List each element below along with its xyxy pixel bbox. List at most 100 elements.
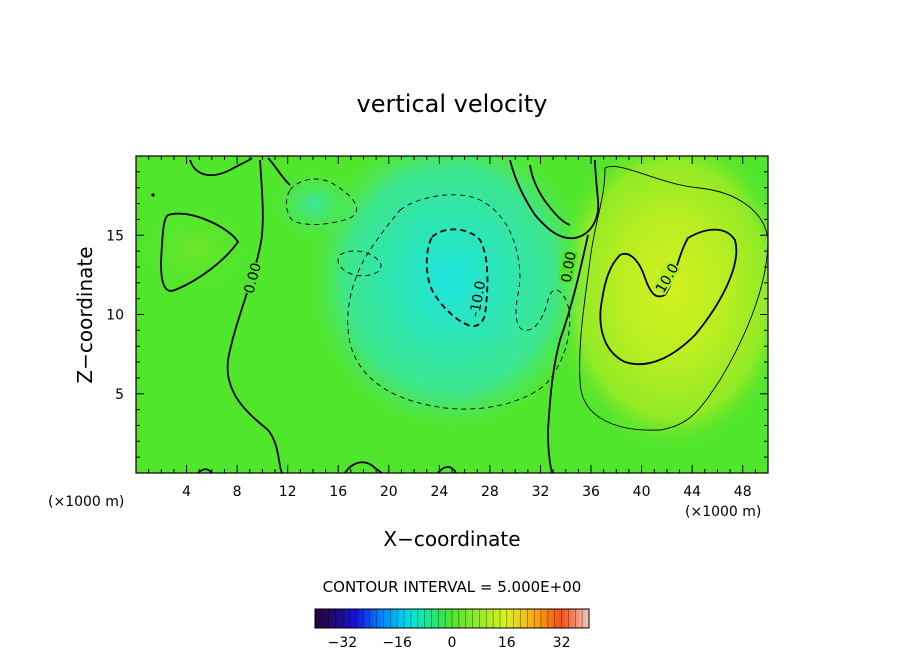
colorbar <box>314 608 590 629</box>
colorbar-swatch <box>520 609 525 628</box>
x-tick-label: 36 <box>582 484 600 500</box>
colorbar-swatch <box>489 609 494 628</box>
colorbar-swatch <box>575 609 580 628</box>
colorbar-swatch <box>400 609 405 628</box>
colorbar-tick-label: 16 <box>498 635 516 651</box>
colorbar-swatch <box>383 609 388 628</box>
colorbar-swatch <box>366 609 371 628</box>
colorbar-swatch <box>328 609 333 628</box>
contour-label: -10.0 <box>467 280 489 318</box>
colorbar-swatch <box>561 609 566 628</box>
colorbar-swatch <box>565 609 569 628</box>
colorbar-ticks: −32 −16 0 16 32 <box>328 635 571 651</box>
x-tick-label: 28 <box>481 484 499 500</box>
x-unit-right: (×1000 m) <box>685 504 761 520</box>
colorbar-swatch <box>506 609 511 628</box>
contour-zero-left <box>160 212 240 292</box>
contour-minus-five <box>347 194 571 410</box>
colorbar-swatch <box>523 609 528 628</box>
colorbar-swatch <box>582 609 586 628</box>
y-axis-label: Z−coordinate <box>73 246 97 383</box>
colorbar-swatch <box>380 609 384 628</box>
colorbar-swatch <box>517 609 521 628</box>
y-tick-label: 10 <box>106 308 124 324</box>
colorbar-swatch <box>410 609 415 628</box>
colorbar-swatch <box>513 609 518 628</box>
colorbar-swatch <box>434 609 439 628</box>
colorbar-swatch <box>315 609 319 628</box>
colorbar-swatch <box>445 609 449 628</box>
colorbar-tick-label: 32 <box>553 635 571 651</box>
contour-zero-top-mid <box>267 157 291 186</box>
colorbar-swatch <box>397 609 402 628</box>
colorbar-swatch <box>431 609 436 628</box>
colorbar-swatch <box>496 609 501 628</box>
colorbar-swatch <box>325 609 330 628</box>
colorbar-swatch <box>386 609 391 628</box>
colorbar-swatch <box>373 609 378 628</box>
contour-speck <box>151 193 155 197</box>
colorbar-swatch <box>441 609 446 628</box>
contour-zero-top-left <box>189 157 253 177</box>
colorbar-swatch <box>475 609 480 628</box>
colorbar-tick-label: −32 <box>328 635 358 651</box>
colorbar-swatch <box>338 609 343 628</box>
colorbar-tick-label: −16 <box>382 635 412 651</box>
colorbar-swatch <box>558 609 562 628</box>
colorbar-swatch <box>352 609 357 628</box>
contour-zero-top-east <box>509 159 600 240</box>
colorbar-swatch <box>335 609 340 628</box>
colorbar-swatch <box>407 609 412 628</box>
contour-zero-east <box>547 234 589 473</box>
colorbar-swatch <box>554 609 559 628</box>
colorbar-swatch <box>417 609 422 628</box>
x-tick-label: 44 <box>683 484 701 500</box>
contour-five-positive <box>579 166 768 431</box>
colorbar-swatch <box>537 609 542 628</box>
contour-minus-ten <box>425 228 489 328</box>
contour-label: 0.00 <box>241 261 265 295</box>
x-tick-label: 8 <box>233 484 242 500</box>
x-tick-label: 20 <box>380 484 398 500</box>
colorbar-swatch <box>332 609 336 628</box>
colorbar-swatch <box>452 609 456 628</box>
contour-label-bg <box>240 260 264 296</box>
y-tick-label: 5 <box>115 387 124 403</box>
colorbar-swatch <box>342 609 347 628</box>
colorbar-swatch <box>404 609 408 628</box>
colorbar-swatch <box>571 609 576 628</box>
colorbar-swatch <box>541 609 545 628</box>
colorbar-swatch <box>465 609 470 628</box>
colorbar-tick-label: 0 <box>448 635 457 651</box>
colorbar-swatch <box>551 609 556 628</box>
colorbar-swatch <box>349 609 354 628</box>
contours <box>160 157 768 473</box>
colorbar-swatch <box>345 609 350 628</box>
colorbar-swatch <box>318 609 323 628</box>
colorbar-swatch <box>359 609 364 628</box>
x-tick-label: 40 <box>633 484 651 500</box>
colorbar-swatch <box>479 609 484 628</box>
contour-zero-top-east-2 <box>529 164 571 226</box>
x-tick-label: 16 <box>329 484 347 500</box>
colorbar-swatch <box>482 609 487 628</box>
colorbar-swatch <box>376 609 381 628</box>
chart-title: vertical velocity <box>357 90 548 118</box>
colorbar-swatch <box>448 609 453 628</box>
colorbar-swatch <box>530 609 535 628</box>
y-axis: 5 10 15 <box>106 171 768 458</box>
contour-labels: 0.00-10.00.00 10.0 <box>151 193 682 318</box>
colorbar-swatch <box>428 609 432 628</box>
colorbar-swatch <box>390 609 395 628</box>
contour-label: 0.00 <box>559 250 580 283</box>
colorbar-swatch <box>458 609 463 628</box>
colorbar-swatch <box>534 609 539 628</box>
colorbar-frame <box>314 608 590 629</box>
y-tick-label: 15 <box>106 228 124 244</box>
downdraft-small-shading <box>270 170 360 240</box>
colorbar-swatch <box>547 609 552 628</box>
colorbar-swatch <box>472 609 477 628</box>
colorbar-swatch <box>585 609 590 628</box>
contour-label-bg <box>466 281 487 316</box>
colorbar-swatch <box>493 609 497 628</box>
